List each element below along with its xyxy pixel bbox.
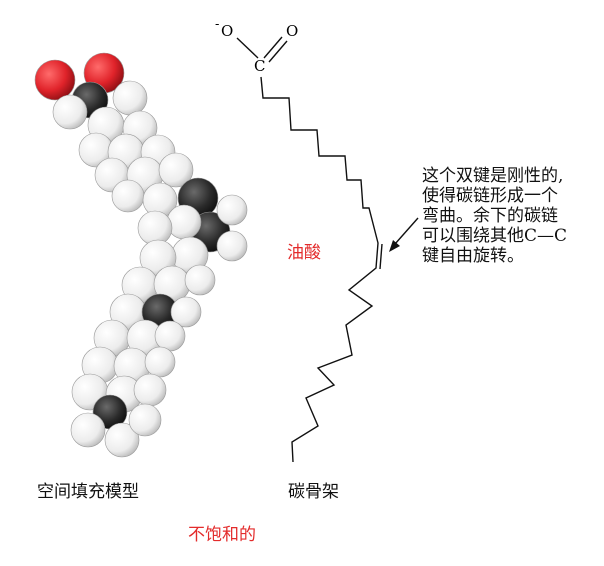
hydrogen-atom bbox=[52, 94, 88, 130]
molecule-name-label: 油酸 bbox=[287, 243, 321, 263]
hydrogen-atom bbox=[216, 194, 248, 226]
hydrogen-atom bbox=[158, 152, 194, 188]
double-bond-second-line bbox=[379, 243, 383, 270]
hydrogen-atom bbox=[144, 346, 176, 378]
hydrogen-atom bbox=[137, 210, 173, 246]
carboxylate-oxygen: O bbox=[221, 22, 233, 40]
hydrogen-atom bbox=[104, 422, 140, 458]
double-bond-annotation: 这个双键是刚性的, 使得碳链形成一个 弯曲。余下的碳链 可以围绕其他C—C 键自… bbox=[422, 166, 568, 266]
hydrogen-atom bbox=[133, 373, 167, 407]
c-o-bond bbox=[236, 37, 259, 59]
c-o-double-bond-b bbox=[268, 40, 288, 63]
carboxyl-carbon: C bbox=[254, 57, 265, 75]
hydrogen-atom bbox=[154, 320, 186, 352]
hydrogen-atom bbox=[216, 230, 248, 262]
hydrocarbon-chain bbox=[260, 76, 379, 463]
hydrogen-atom bbox=[184, 264, 216, 296]
hydrogen-atom bbox=[112, 80, 148, 116]
carbonyl-oxygen: O bbox=[286, 22, 298, 40]
space-filling-model bbox=[34, 52, 248, 458]
hydrogen-atom bbox=[70, 412, 106, 448]
skeleton-name-label: 碳骨架 bbox=[288, 482, 339, 502]
caption-label: 不饱和的 bbox=[188, 525, 256, 545]
c-o-double-bond-a bbox=[263, 36, 283, 59]
oxygen-atom bbox=[34, 59, 76, 101]
hydrogen-atom bbox=[166, 204, 202, 240]
hydrogen-atom bbox=[170, 296, 202, 328]
negative-charge: - bbox=[215, 17, 219, 32]
hydrogen-atom bbox=[128, 403, 162, 437]
model-name-label: 空间填充模型 bbox=[37, 482, 139, 502]
double-bond-arrow bbox=[389, 217, 419, 252]
carbon-skeleton: C O - O bbox=[215, 17, 383, 463]
hydrogen-atom bbox=[111, 179, 145, 213]
